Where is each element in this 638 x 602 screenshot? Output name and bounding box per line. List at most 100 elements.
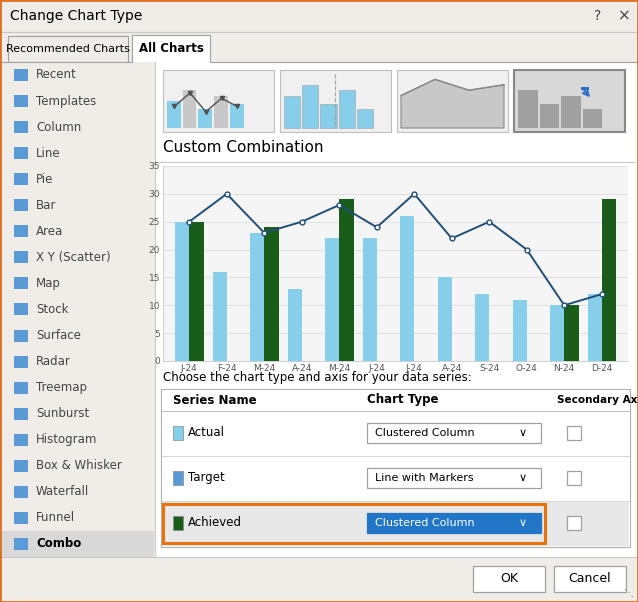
Bar bbox=[1, 531, 154, 557]
Bar bbox=[250, 233, 264, 361]
Text: Secondary Axis: Secondary Axis bbox=[558, 395, 638, 405]
Text: Chart Type: Chart Type bbox=[367, 394, 439, 406]
Polygon shape bbox=[401, 79, 504, 128]
FancyBboxPatch shape bbox=[367, 513, 541, 533]
Bar bbox=[14, 382, 28, 394]
FancyBboxPatch shape bbox=[280, 70, 391, 132]
FancyBboxPatch shape bbox=[397, 70, 508, 132]
Text: Clustered Column: Clustered Column bbox=[375, 518, 475, 528]
Bar bbox=[14, 512, 28, 524]
Text: Radar: Radar bbox=[36, 355, 71, 368]
Bar bbox=[155, 62, 638, 557]
Bar bbox=[0, 32, 638, 62]
Bar bbox=[0, 0, 638, 32]
FancyBboxPatch shape bbox=[132, 35, 210, 63]
Text: Line: Line bbox=[36, 147, 61, 160]
Bar bbox=[581, 87, 589, 90]
Bar bbox=[357, 109, 373, 128]
Bar bbox=[162, 390, 629, 412]
Text: Funnel: Funnel bbox=[36, 511, 75, 524]
Bar bbox=[400, 216, 414, 361]
Bar bbox=[14, 433, 28, 445]
Bar bbox=[540, 104, 559, 128]
Text: Target: Target bbox=[473, 172, 503, 182]
FancyBboxPatch shape bbox=[567, 516, 581, 530]
Bar bbox=[14, 173, 28, 185]
Bar bbox=[325, 238, 339, 361]
Bar bbox=[550, 305, 564, 361]
Bar bbox=[14, 252, 28, 263]
Text: OK: OK bbox=[500, 573, 518, 586]
Text: Actual: Actual bbox=[188, 426, 225, 439]
Bar bbox=[14, 147, 28, 159]
FancyBboxPatch shape bbox=[367, 423, 541, 443]
Bar bbox=[163, 168, 323, 186]
Text: Area: Area bbox=[36, 225, 63, 238]
Bar bbox=[14, 356, 28, 368]
Bar bbox=[339, 199, 353, 361]
Text: Waterfall: Waterfall bbox=[36, 485, 89, 498]
Bar bbox=[14, 538, 28, 550]
Text: ∨: ∨ bbox=[519, 428, 527, 438]
Text: ∨: ∨ bbox=[519, 518, 527, 528]
Text: Monthly Targets Achieved: Monthly Targets Achieved bbox=[169, 172, 322, 182]
Bar bbox=[14, 460, 28, 472]
Bar bbox=[167, 101, 181, 128]
FancyBboxPatch shape bbox=[554, 566, 626, 592]
Bar bbox=[198, 109, 212, 128]
Bar bbox=[388, 172, 398, 182]
Bar bbox=[14, 199, 28, 211]
Bar bbox=[173, 516, 183, 530]
Text: Achieved: Achieved bbox=[401, 172, 446, 182]
Bar bbox=[264, 228, 279, 361]
Text: Stock: Stock bbox=[36, 303, 68, 316]
Bar bbox=[564, 305, 579, 361]
Bar bbox=[561, 96, 581, 128]
Bar bbox=[14, 225, 28, 237]
Text: Series Name: Series Name bbox=[173, 394, 256, 406]
FancyBboxPatch shape bbox=[567, 471, 581, 485]
Bar bbox=[302, 85, 318, 128]
Text: Custom Combination: Custom Combination bbox=[163, 140, 323, 155]
FancyBboxPatch shape bbox=[514, 70, 625, 132]
Bar bbox=[288, 288, 302, 361]
Text: Achieved: Achieved bbox=[188, 517, 242, 530]
Text: Recommended Charts: Recommended Charts bbox=[6, 44, 130, 54]
Text: ×: × bbox=[618, 8, 630, 23]
Bar bbox=[214, 96, 228, 128]
Text: Change Chart Type: Change Chart Type bbox=[10, 9, 142, 23]
Text: Line with Markers: Line with Markers bbox=[375, 473, 474, 483]
Bar bbox=[182, 90, 197, 128]
Bar bbox=[14, 303, 28, 315]
Bar bbox=[339, 90, 355, 128]
Bar bbox=[284, 96, 300, 128]
Text: ?: ? bbox=[595, 9, 602, 23]
FancyBboxPatch shape bbox=[163, 70, 274, 132]
FancyBboxPatch shape bbox=[567, 426, 581, 440]
Text: Map: Map bbox=[36, 277, 61, 290]
Text: Templates: Templates bbox=[36, 95, 96, 108]
Bar bbox=[14, 278, 28, 290]
Bar bbox=[173, 426, 183, 440]
Text: Treemap: Treemap bbox=[36, 381, 87, 394]
Bar bbox=[14, 408, 28, 420]
Text: Target: Target bbox=[188, 471, 225, 485]
Bar bbox=[14, 329, 28, 341]
Text: Surface: Surface bbox=[36, 329, 81, 342]
Bar bbox=[14, 69, 28, 81]
Bar bbox=[438, 278, 452, 361]
Bar bbox=[512, 300, 527, 361]
Bar bbox=[0, 557, 638, 602]
Bar bbox=[14, 486, 28, 498]
Text: Histogram: Histogram bbox=[36, 433, 98, 446]
Text: Bar: Bar bbox=[36, 199, 56, 212]
Text: Cancel: Cancel bbox=[568, 573, 611, 586]
Bar bbox=[175, 222, 189, 361]
FancyBboxPatch shape bbox=[367, 468, 541, 488]
Text: ∨: ∨ bbox=[519, 473, 527, 483]
Text: Pie: Pie bbox=[36, 173, 54, 185]
Text: ⋱: ⋱ bbox=[624, 588, 634, 598]
Bar bbox=[212, 272, 226, 361]
Bar bbox=[320, 104, 336, 128]
Text: Actual: Actual bbox=[351, 172, 382, 182]
